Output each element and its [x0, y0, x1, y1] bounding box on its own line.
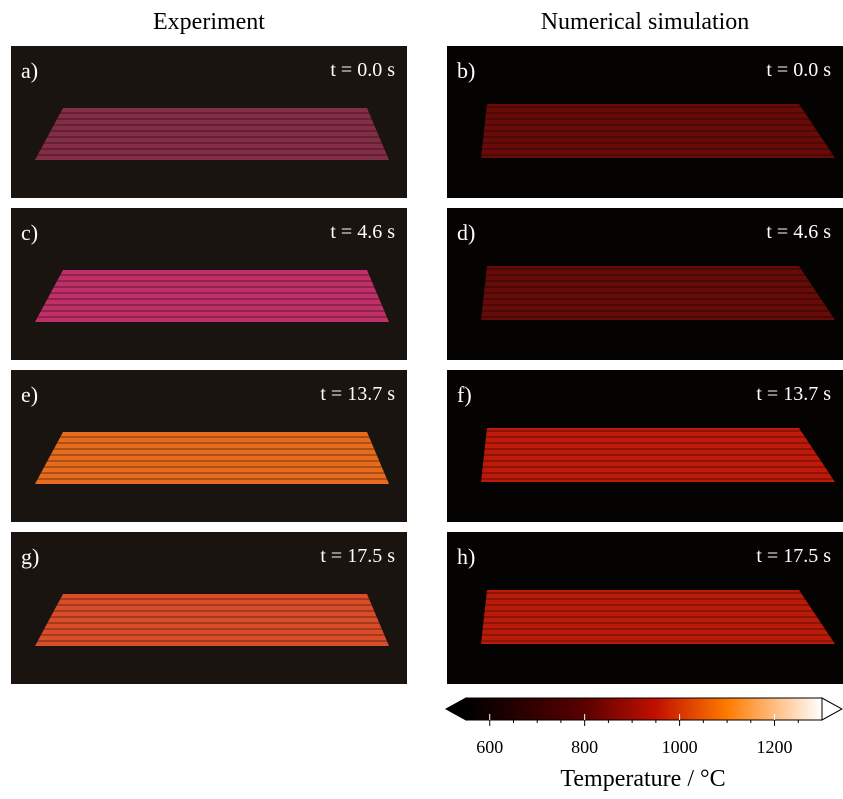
plate-stripes [35, 108, 389, 160]
column-title: Experiment [153, 9, 265, 35]
colorbar-tick-label: 800 [571, 737, 598, 757]
plate-stripes [35, 432, 389, 484]
panel-label: g) [21, 544, 39, 569]
panel: f) t = 13.7 s [447, 370, 843, 522]
colorbar [466, 698, 822, 720]
panel-label: e) [21, 382, 38, 407]
panel-time: t = 4.6 s [766, 221, 831, 243]
plate-stripes [481, 428, 835, 482]
panel-time: t = 4.6 s [330, 221, 395, 243]
colorbar-extend-high [822, 698, 842, 720]
panel-label: a) [21, 58, 38, 83]
panel-time: t = 0.0 s [330, 59, 395, 81]
panel-time: t = 17.5 s [756, 545, 831, 567]
plate-stripes [35, 270, 389, 322]
panel: d) t = 4.6 s [447, 208, 843, 360]
colorbar-label: Temperature / °C [560, 766, 725, 792]
column-title: Numerical simulation [541, 9, 750, 35]
plate-stripes [481, 590, 835, 644]
panel-label: b) [457, 58, 475, 83]
panel: h) t = 17.5 s [447, 532, 843, 684]
colorbar-tick-label: 1000 [662, 737, 698, 757]
panel-label: f) [457, 382, 472, 407]
panel: c) t = 4.6 s [11, 208, 407, 360]
colorbar-extend-low [446, 698, 466, 720]
panel-label: d) [457, 220, 475, 245]
panel-time: t = 13.7 s [756, 383, 831, 405]
plate-stripes [481, 104, 835, 158]
panel-time: t = 17.5 s [320, 545, 395, 567]
panel-label: c) [21, 220, 38, 245]
panel: e) t = 13.7 s [11, 370, 407, 522]
panel-time: t = 0.0 s [766, 59, 831, 81]
plate-stripes [35, 594, 389, 646]
colorbar-tick-label: 1200 [757, 737, 793, 757]
panel: a) t = 0.0 s [11, 46, 407, 198]
panel-label: h) [457, 544, 475, 569]
panel: b) t = 0.0 s [447, 46, 843, 198]
panel: g) t = 17.5 s [11, 532, 407, 684]
figure: Experiment Numerical simulation a) t = 0.0 … [0, 0, 843, 794]
colorbar-tick-label: 600 [476, 737, 503, 757]
panel-time: t = 13.7 s [320, 383, 395, 405]
plate-stripes [481, 266, 835, 320]
